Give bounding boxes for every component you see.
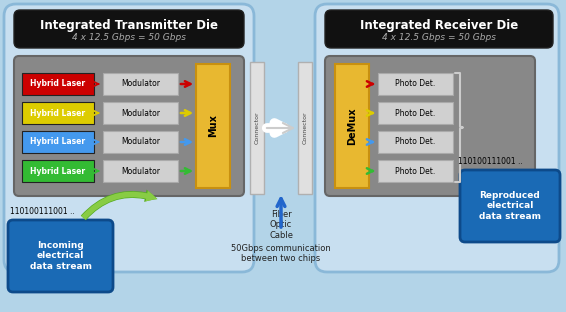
Text: Photo Det.: Photo Det.: [396, 80, 436, 89]
Bar: [22, 73, 94, 95]
FancyArrowPatch shape: [81, 190, 157, 220]
Text: Modulator: Modulator: [121, 109, 160, 118]
Bar: [378, 131, 453, 153]
Bar: [378, 102, 453, 124]
Text: Photo Det.: Photo Det.: [396, 138, 436, 147]
Bar: [103, 131, 178, 153]
Text: Fiber
Optic
Cable: Fiber Optic Cable: [269, 210, 293, 240]
Text: 4 x 12.5 Gbps = 50 Gbps: 4 x 12.5 Gbps = 50 Gbps: [382, 33, 496, 42]
FancyBboxPatch shape: [325, 10, 553, 48]
Text: Photo Det.: Photo Det.: [396, 109, 436, 118]
Text: Hybrid Laser: Hybrid Laser: [31, 109, 85, 118]
Text: Hybrid Laser: Hybrid Laser: [31, 80, 85, 89]
Bar: [298, 62, 312, 194]
Bar: [103, 73, 178, 95]
Bar: [103, 102, 178, 124]
Text: Modulator: Modulator: [121, 138, 160, 147]
Text: 50Gbps communication
between two chips: 50Gbps communication between two chips: [231, 244, 331, 263]
Bar: [22, 160, 94, 182]
Bar: [103, 160, 178, 182]
Text: Integrated Transmitter Die: Integrated Transmitter Die: [40, 18, 218, 32]
FancyBboxPatch shape: [14, 56, 244, 196]
Text: Incoming
electrical
data stream: Incoming electrical data stream: [29, 241, 92, 271]
Bar: [22, 131, 94, 153]
Text: DeMux: DeMux: [347, 107, 357, 145]
FancyBboxPatch shape: [14, 10, 244, 48]
Text: Modulator: Modulator: [121, 167, 160, 175]
Bar: [22, 102, 94, 124]
Text: 110100111001 ..: 110100111001 ..: [458, 157, 523, 166]
FancyArrowPatch shape: [82, 191, 157, 220]
Bar: [335, 64, 369, 188]
FancyBboxPatch shape: [4, 4, 254, 272]
Text: 4 x 12.5 Gbps = 50 Gbps: 4 x 12.5 Gbps = 50 Gbps: [72, 33, 186, 42]
Text: Connector: Connector: [302, 112, 307, 144]
Text: Connector: Connector: [255, 112, 259, 144]
Text: Reproduced
electrical
data stream: Reproduced electrical data stream: [479, 191, 541, 221]
Text: 110100111001 ..: 110100111001 ..: [10, 207, 75, 216]
FancyBboxPatch shape: [315, 4, 559, 272]
Text: Hybrid Laser: Hybrid Laser: [31, 138, 85, 147]
Bar: [196, 64, 230, 188]
FancyBboxPatch shape: [460, 170, 560, 242]
Bar: [378, 73, 453, 95]
Bar: [378, 160, 453, 182]
Bar: [250, 62, 264, 194]
FancyBboxPatch shape: [325, 56, 535, 196]
Text: Photo Det.: Photo Det.: [396, 167, 436, 175]
Text: Modulator: Modulator: [121, 80, 160, 89]
Text: Hybrid Laser: Hybrid Laser: [31, 167, 85, 175]
Text: Mux: Mux: [208, 115, 218, 138]
FancyBboxPatch shape: [8, 220, 113, 292]
Text: Integrated Receiver Die: Integrated Receiver Die: [360, 18, 518, 32]
